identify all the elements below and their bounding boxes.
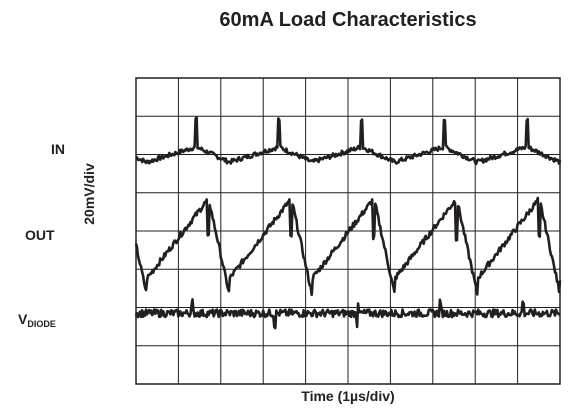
x-axis-label: Time (1µs/div) <box>301 388 395 404</box>
channel-label-out: OUT <box>25 227 55 243</box>
trace-in <box>135 116 562 166</box>
grid-lines <box>136 78 560 384</box>
trace-vdiode <box>134 298 561 330</box>
chart-title: 60mA Load Characteristics <box>219 9 477 31</box>
channel-label-vdiode: VDIODE <box>18 311 56 329</box>
trace-out <box>134 196 562 297</box>
trace-group <box>134 116 562 330</box>
channel-label-in: IN <box>51 141 65 157</box>
